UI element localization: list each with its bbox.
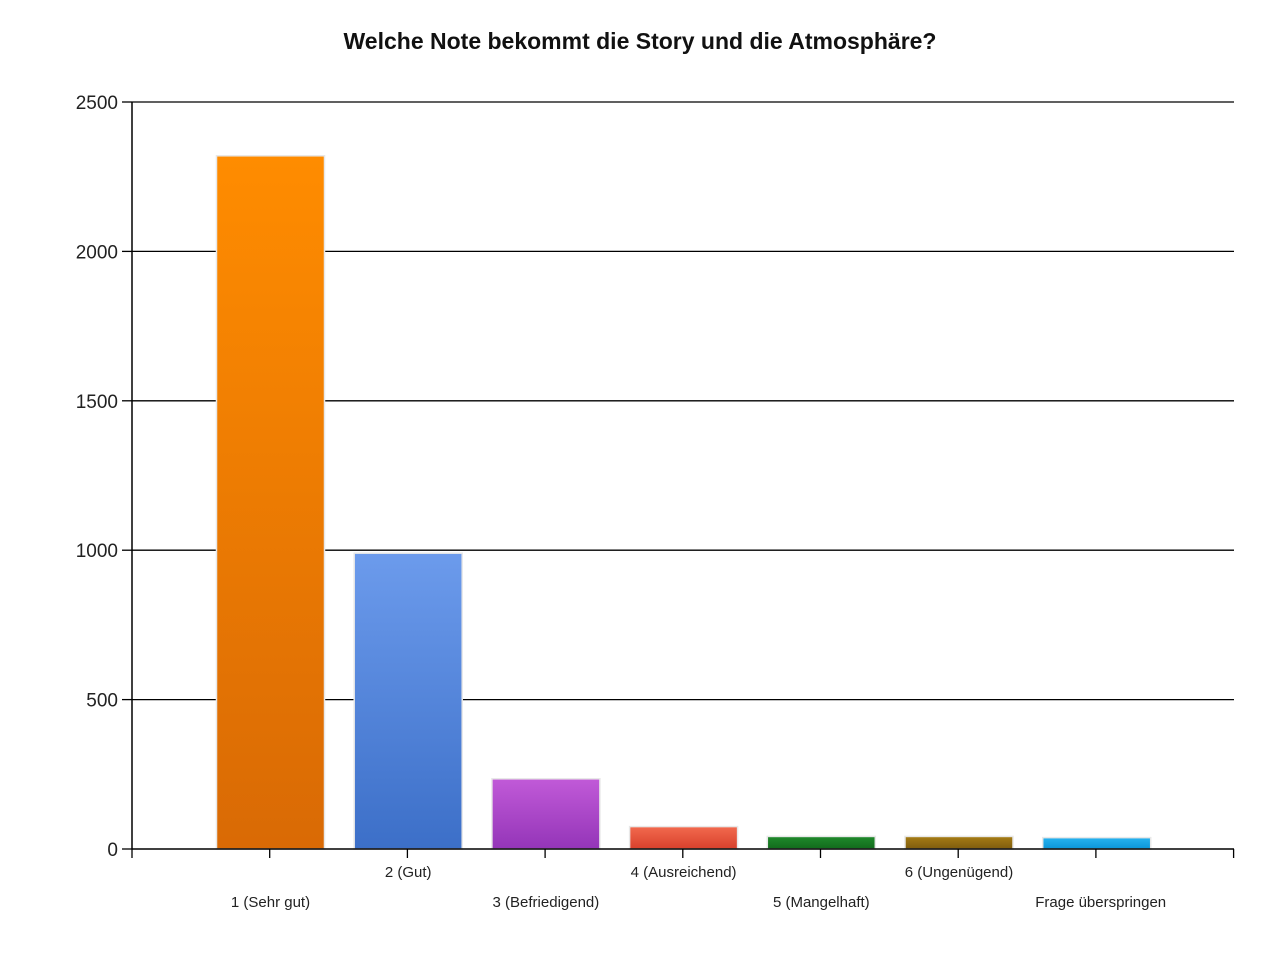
x-tick-label: 3 (Befriedigend) [493,894,600,911]
bar [766,835,877,850]
axes [122,101,1235,858]
y-tick-label: 2500 [76,93,118,114]
y-tick-label: 0 [107,840,118,861]
x-tick-label: 1 (Sehr gut) [231,894,310,911]
y-tick-label: 2000 [76,242,118,263]
x-tick-label: 4 (Ausreichend) [631,864,737,881]
y-tick-label: 1000 [76,541,118,562]
bar [353,552,463,850]
x-tick-label: Frage überspringen [1035,894,1166,911]
tick-labels: 0 500 1000 1500 2000 2500 1 (Sehr gut) 2 (Gut) 3… [76,93,1166,911]
y-tick-label: 500 [86,691,118,712]
x-tick-label: 6 (Ungenügend) [905,864,1013,881]
bar [904,835,1014,850]
chart-title: Welche Note bekommt die Story und die At… [343,28,937,54]
bar [1041,836,1152,850]
y-tick-label: 1500 [76,392,118,413]
bar [491,778,601,850]
x-tick-label: 5 (Mangelhaft) [773,894,870,911]
bars [215,155,1152,850]
bar [215,155,326,850]
bar [628,825,739,850]
x-tick-label: 2 (Gut) [385,864,432,881]
